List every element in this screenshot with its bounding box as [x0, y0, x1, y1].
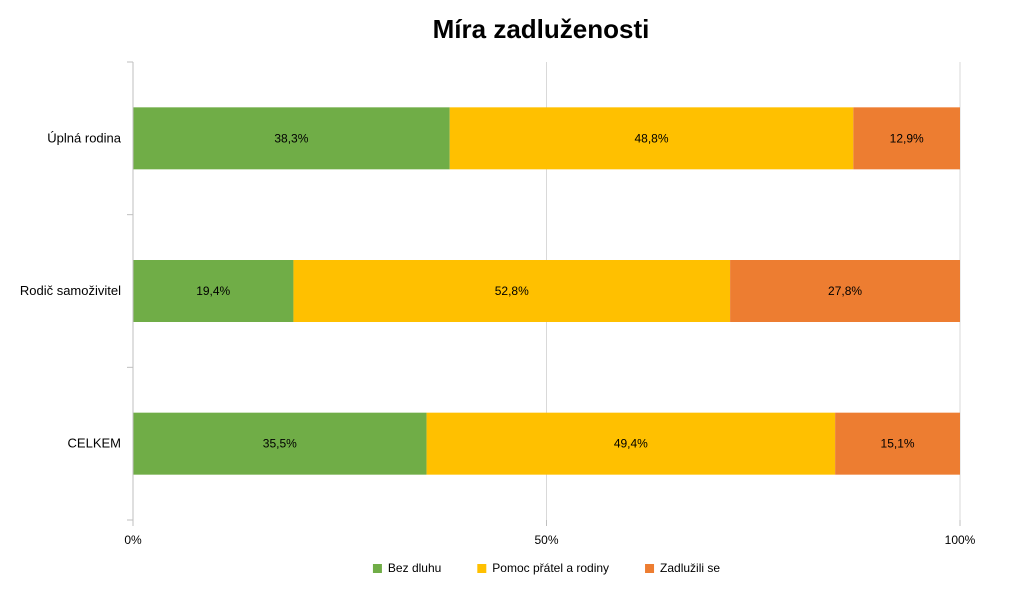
legend-swatch [372, 564, 382, 573]
legend-item: Pomoc přátel a rodiny [477, 561, 609, 575]
bar-segment [853, 107, 960, 170]
x-tick-label: 100% [945, 533, 976, 547]
data-label: 48,8% [635, 131, 669, 145]
bar-segment [133, 107, 450, 170]
bar-segment [449, 107, 854, 170]
bar-segment [133, 260, 294, 322]
data-label: 49,4% [614, 437, 648, 451]
category-label: Rodič samoživitel [20, 283, 121, 298]
legend-label: Zadlužili se [660, 561, 720, 575]
legend-label: Bez dluhu [388, 561, 441, 575]
legend-item: Bez dluhu [372, 561, 441, 575]
data-label: 12,9% [890, 131, 924, 145]
data-label: 15,1% [881, 437, 915, 451]
bar-segment [730, 260, 960, 322]
legend-item: Zadlužili se [645, 561, 720, 575]
bar-segment [835, 412, 960, 475]
legend: Bez dluhu Pomoc přátel a rodiny Zadlužili … [372, 561, 720, 575]
legend-label: Pomoc přátel a rodiny [492, 561, 609, 575]
legend-swatch [645, 564, 655, 573]
chart-title: Míra zadluženosti [433, 14, 650, 44]
bar-segment [133, 412, 427, 475]
category-label: CELKEM [68, 436, 121, 451]
data-label: 38,3% [274, 131, 308, 145]
data-label: 27,8% [828, 284, 862, 298]
data-label: 19,4% [196, 284, 230, 298]
axes: 0% 50% 100% Úplná rodina Rodič samoživitel CE… [20, 61, 976, 547]
data-label: 35,5% [263, 437, 297, 451]
x-tick-label: 0% [124, 533, 142, 547]
bar-series: 38,3% 48,8% 12,9% 19,4% 52,8% 27,8% 35,5% 49,4%… [133, 107, 960, 475]
data-label: 52,8% [495, 284, 529, 298]
bar-segment [293, 260, 731, 322]
x-tick-label: 50% [534, 533, 558, 547]
legend-swatch [477, 564, 487, 573]
category-label: Úplná rodina [47, 130, 121, 145]
bar-segment [426, 412, 836, 475]
